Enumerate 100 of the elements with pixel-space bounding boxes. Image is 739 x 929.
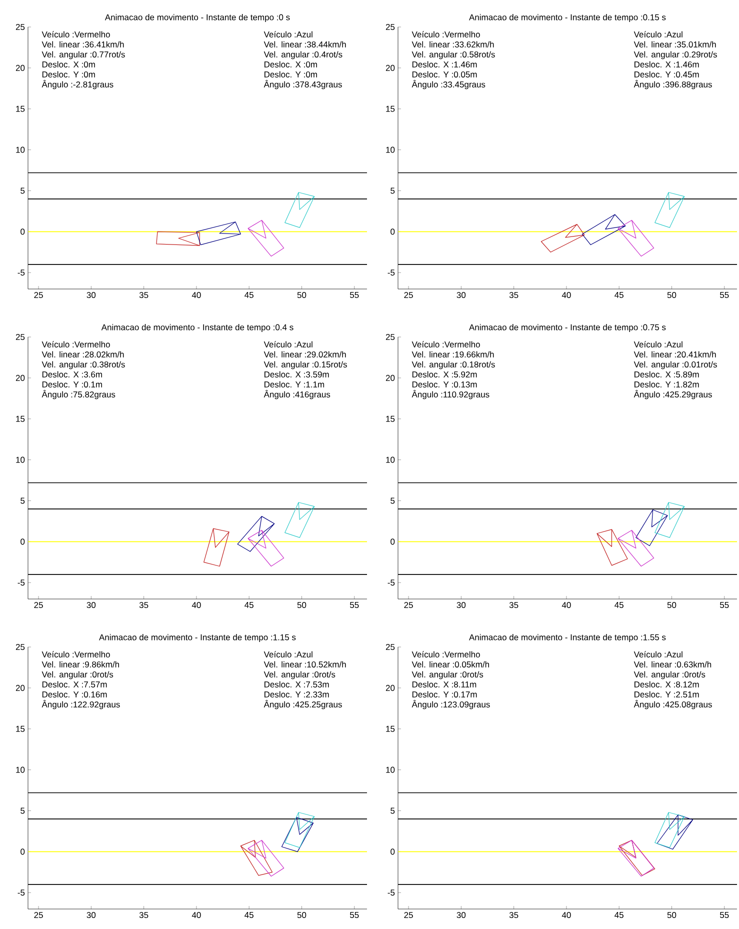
y-tick-label: 20 xyxy=(386,374,395,381)
x-tick-label: 45 xyxy=(244,602,254,608)
annotation: Desloc. Y :0m xyxy=(264,71,317,78)
x-tick-label: 50 xyxy=(667,292,676,298)
annotation: Vel. linear :20.41km/h xyxy=(634,351,716,358)
y-tick-label: 5 xyxy=(20,188,25,194)
annotation: Desloc. Y :0.13m xyxy=(412,381,477,388)
y-tick-label: 10 xyxy=(386,146,395,153)
annotation: Desloc. Y :0.05m xyxy=(412,71,477,78)
y-tick-label: 5 xyxy=(390,498,395,504)
annotation: Vel. angular :0.01rot/s xyxy=(634,361,717,370)
y-tick-label: 15 xyxy=(16,106,25,112)
y-tick-label: -5 xyxy=(18,890,25,896)
annotation: Desloc. Y :1.82m xyxy=(634,381,699,388)
annotation: Veículo :Azul xyxy=(264,341,312,348)
x-tick-label: 50 xyxy=(667,912,676,918)
annotation: Vel. angular :0.29rot/s xyxy=(634,51,717,60)
annotation: Desloc. Y :2.33m xyxy=(264,691,329,698)
y-tick-label: 20 xyxy=(386,684,395,691)
x-tick-label: 55 xyxy=(720,292,729,298)
annotation: Ângulo :-2.81graus xyxy=(42,80,114,90)
chart-title: Animacao de movimento - Instante de tempo :0 s xyxy=(104,14,290,22)
annotation: Vel. linear :29.02km/h xyxy=(264,351,346,358)
x-tick-label: 45 xyxy=(614,292,624,298)
annotation: Desloc. X :1.46m xyxy=(412,61,477,68)
annotation: Ângulo :110.92graus xyxy=(412,390,490,400)
annotation: Vel. angular :0rot/s xyxy=(264,671,336,680)
x-tick-label: 30 xyxy=(86,602,96,608)
x-tick-label: 35 xyxy=(139,912,148,918)
annotation: Ângulo :75.82graus xyxy=(42,390,116,400)
x-tick-label: 30 xyxy=(456,292,466,298)
annotation: Vel. linear :0.05km/h xyxy=(412,661,489,668)
annotation: Ângulo :123.09graus xyxy=(412,700,490,710)
annotation: Ângulo :378.43graus xyxy=(264,80,342,90)
chart-title: Animacao de movimento - Instante de tempo :1.15 s xyxy=(99,634,296,642)
annotation: Veículo :Azul xyxy=(634,651,682,658)
y-tick-label: 15 xyxy=(386,416,395,422)
annotation: Veículo :Vermelho xyxy=(42,341,110,348)
annotation: Desloc. X :5.92m xyxy=(412,371,477,378)
annotation: Vel. linear :28.02km/h xyxy=(42,351,124,358)
x-tick-label: 50 xyxy=(297,912,306,918)
annotation: Veículo :Vermelho xyxy=(42,651,110,658)
annotation: Vel. angular :0rot/s xyxy=(42,671,114,680)
annotation: Vel. angular :0.58rot/s xyxy=(412,51,495,60)
annotation: Ângulo :416graus xyxy=(264,390,330,400)
annotation: Vel. angular :0.38rot/s xyxy=(42,361,125,370)
y-tick-label: -5 xyxy=(18,580,25,586)
annotation: Veículo :Azul xyxy=(264,651,312,658)
y-tick-label: 20 xyxy=(386,64,395,71)
x-tick-label: 55 xyxy=(720,912,729,918)
y-tick-label: 5 xyxy=(390,808,395,814)
x-tick-label: 25 xyxy=(404,602,413,608)
y-tick-label: 15 xyxy=(386,726,395,732)
annotation: Veículo :Vermelho xyxy=(42,31,110,38)
annotation: Vel. angular :0.15rot/s xyxy=(264,361,347,370)
y-tick-label: 25 xyxy=(386,644,395,650)
annotation: Desloc. X :0m xyxy=(42,61,95,68)
y-tick-label: 25 xyxy=(16,644,25,650)
annotation: Desloc. X :3.59m xyxy=(264,371,329,378)
y-tick-label: 25 xyxy=(386,334,395,340)
x-tick-label: 25 xyxy=(34,912,43,918)
annotation: Desloc. X :7.57m xyxy=(42,681,107,688)
annotation: Desloc. Y :2.51m xyxy=(634,691,699,698)
x-tick-label: 55 xyxy=(350,602,359,608)
y-tick-label: 20 xyxy=(16,64,25,71)
annotation: Ângulo :425.29graus xyxy=(634,390,712,400)
x-tick-label: 30 xyxy=(86,912,96,918)
x-tick-label: 45 xyxy=(244,912,254,918)
annotation: Ângulo :396.88graus xyxy=(634,80,712,90)
y-tick-label: -5 xyxy=(388,270,395,276)
annotation: Desloc. X :0m xyxy=(264,61,317,68)
y-tick-label: 0 xyxy=(390,538,395,545)
x-tick-label: 55 xyxy=(720,602,729,608)
y-tick-label: 25 xyxy=(16,334,25,340)
annotation: Veículo :Azul xyxy=(634,31,682,38)
y-tick-label: -5 xyxy=(388,890,395,896)
y-tick-label: 0 xyxy=(20,228,25,235)
annotation: Vel. linear :10.52km/h xyxy=(264,661,346,668)
annotation: Vel. linear :36.41km/h xyxy=(42,41,124,48)
annotation: Ângulo :425.25graus xyxy=(264,700,342,710)
x-tick-label: 45 xyxy=(614,912,624,918)
x-tick-label: 55 xyxy=(350,912,359,918)
annotation: Desloc. Y :0m xyxy=(42,71,95,78)
y-tick-label: 10 xyxy=(16,146,25,153)
y-tick-label: 10 xyxy=(386,766,395,773)
x-tick-label: 40 xyxy=(562,292,571,298)
annotation: Ângulo :425.08graus xyxy=(634,700,712,710)
x-tick-label: 30 xyxy=(86,292,96,298)
annotation: Veículo :Vermelho xyxy=(412,651,480,658)
annotation: Veículo :Vermelho xyxy=(412,31,480,38)
annotation: Desloc. X :1.46m xyxy=(634,61,699,68)
annotation: Vel. linear :35.01km/h xyxy=(634,41,716,48)
annotation: Vel. linear :19.66km/h xyxy=(412,351,494,358)
x-tick-label: 50 xyxy=(297,292,306,298)
x-tick-label: 45 xyxy=(244,292,254,298)
annotation: Vel. angular :0.18rot/s xyxy=(412,361,495,370)
annotation: Vel. angular :0.4rot/s xyxy=(264,51,342,60)
x-tick-label: 45 xyxy=(614,602,624,608)
x-tick-label: 35 xyxy=(509,912,518,918)
y-tick-label: 20 xyxy=(16,684,25,691)
